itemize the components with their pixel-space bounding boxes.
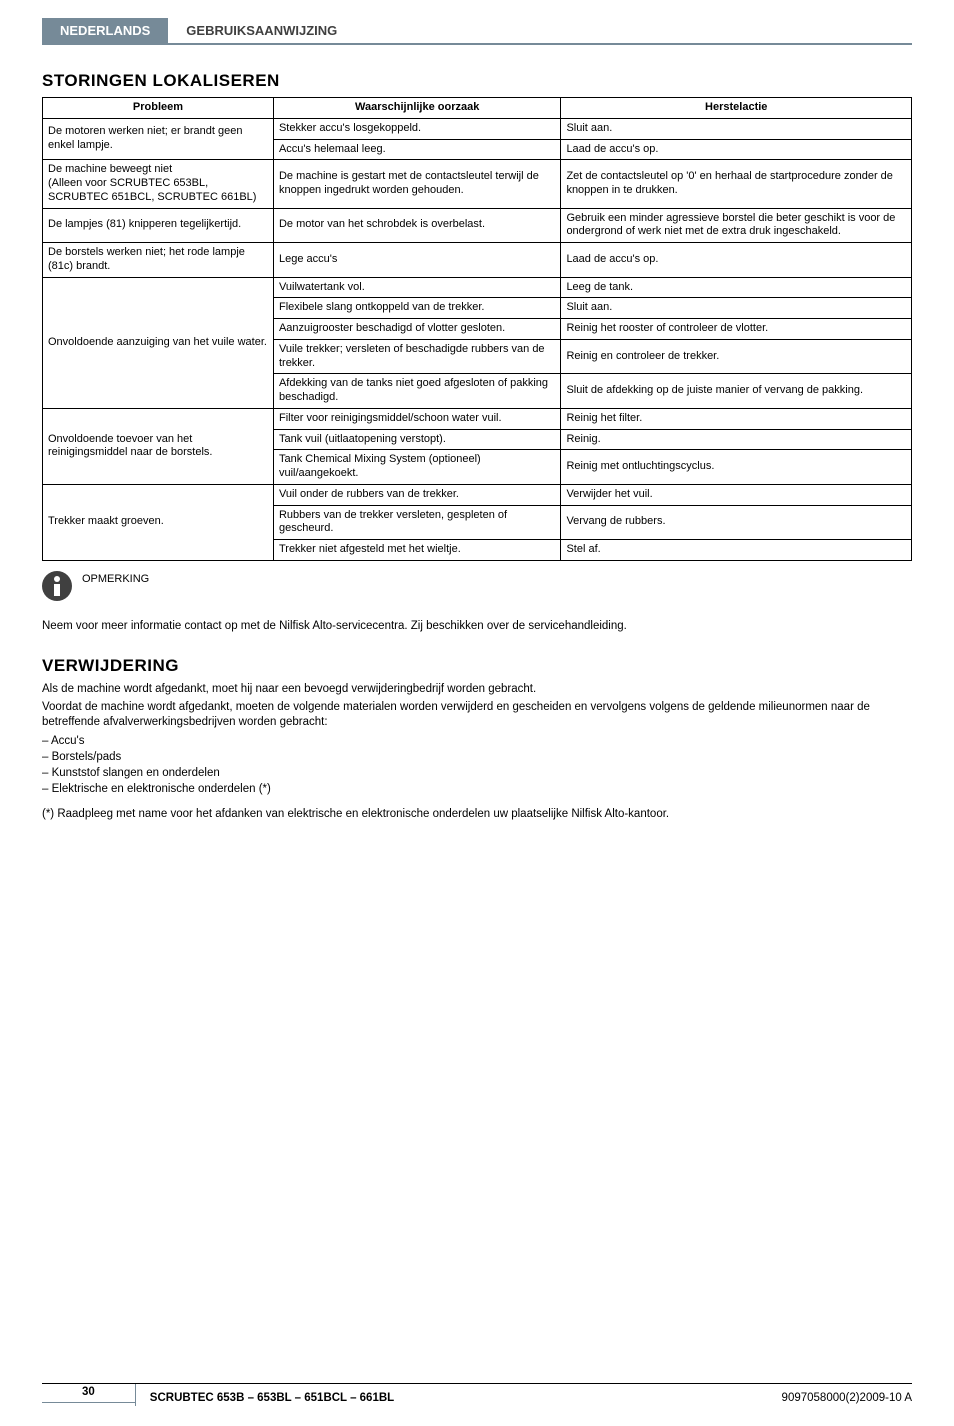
cell-action: Reinig met ontluchtingscyclus.	[561, 450, 912, 485]
cell-action: Verwijder het vuil.	[561, 484, 912, 505]
page-footer: 30 SCRUBTEC 653B – 653BL – 651BCL – 661B…	[42, 1383, 912, 1406]
table-col-action: Herstelactie	[561, 98, 912, 119]
table-row: De lampjes (81) knipperen tegelijkertijd…	[43, 208, 912, 243]
cell-cause: Accu's helemaal leeg.	[273, 139, 560, 160]
cell-cause: Flexibele slang ontkoppeld van de trekke…	[273, 298, 560, 319]
cell-action: Sluit aan.	[561, 298, 912, 319]
table-row: Onvoldoende aanzuiging van het vuile wat…	[43, 277, 912, 298]
cell-action: Leeg de tank.	[561, 277, 912, 298]
cell-cause: De machine is gestart met de contactsleu…	[273, 160, 560, 208]
cell-problem: Onvoldoende toevoer van het reinigingsmi…	[43, 408, 274, 484]
table-col-cause: Waarschijnlijke oorzaak	[273, 98, 560, 119]
cell-problem: De motoren werken niet; er brandt geen e…	[43, 118, 274, 160]
cell-problem: Onvoldoende aanzuiging van het vuile wat…	[43, 277, 274, 408]
cell-action: Sluit de afdekking op de juiste manier o…	[561, 374, 912, 409]
cell-problem: De borstels werken niet; het rode lampje…	[43, 243, 274, 278]
list-item: Kunststof slangen en onderdelen	[42, 765, 912, 781]
cell-cause: Vuilwatertank vol.	[273, 277, 560, 298]
disposal-footnote: (*) Raadpleeg met name voor het afdanken…	[42, 807, 912, 823]
section-disposal-heading: VERWIJDERING	[42, 656, 912, 676]
disposal-intro-1: Als de machine wordt afgedankt, moet hij…	[42, 682, 912, 698]
note-label: OPMERKING	[82, 571, 149, 585]
list-item: Borstels/pads	[42, 749, 912, 765]
table-row: Onvoldoende toevoer van het reinigingsmi…	[43, 408, 912, 429]
cell-problem: De lampjes (81) knipperen tegelijkertijd…	[43, 208, 274, 243]
cell-cause: Aanzuigrooster beschadigd of vlotter ges…	[273, 319, 560, 340]
cell-action: Zet de contactsleutel op '0' en herhaal …	[561, 160, 912, 208]
footer-model: SCRUBTEC 653B – 653BL – 651BCL – 661BL	[150, 1392, 782, 1404]
cell-cause: Afdekking van de tanks niet goed afgeslo…	[273, 374, 560, 409]
footer-doc-id: 9097058000(2)2009-10 A	[782, 1392, 912, 1404]
table-row: Trekker maakt groeven.Vuil onder de rubb…	[43, 484, 912, 505]
header-title: GEBRUIKSAANWIJZING	[168, 18, 355, 43]
table-row: De machine beweegt niet (Alleen voor SCR…	[43, 160, 912, 208]
cell-action: Reinig het filter.	[561, 408, 912, 429]
cell-problem: Trekker maakt groeven.	[43, 484, 274, 560]
info-icon	[42, 571, 72, 601]
cell-cause: De motor van het schrobdek is overbelast…	[273, 208, 560, 243]
cell-action: Laad de accu's op.	[561, 243, 912, 278]
cell-action: Vervang de rubbers.	[561, 505, 912, 540]
cell-cause: Lege accu's	[273, 243, 560, 278]
cell-cause: Vuile trekker; versleten of beschadigde …	[273, 339, 560, 374]
disposal-list: Accu'sBorstels/padsKunststof slangen en …	[42, 733, 912, 797]
cell-action: Laad de accu's op.	[561, 139, 912, 160]
cell-problem: De machine beweegt niet (Alleen voor SCR…	[43, 160, 274, 208]
cell-action: Reinig het rooster of controleer de vlot…	[561, 319, 912, 340]
cell-action: Reinig.	[561, 429, 912, 450]
note-text: Neem voor meer informatie contact op met…	[42, 619, 912, 635]
cell-cause: Tank vuil (uitlaatopening verstopt).	[273, 429, 560, 450]
page-content: STORINGEN LOKALISEREN Probleem Waarschij…	[0, 45, 954, 823]
cell-action: Stel af.	[561, 540, 912, 561]
cell-cause: Filter voor reinigingsmiddel/schoon wate…	[273, 408, 560, 429]
list-item: Accu's	[42, 733, 912, 749]
cell-cause: Tank Chemical Mixing System (optioneel) …	[273, 450, 560, 485]
table-col-problem: Probleem	[43, 98, 274, 119]
cell-action: Sluit aan.	[561, 118, 912, 139]
section-troubleshooting-heading: STORINGEN LOKALISEREN	[42, 71, 912, 91]
cell-cause: Trekker niet afgesteld met het wieltje.	[273, 540, 560, 561]
table-row: De borstels werken niet; het rode lampje…	[43, 243, 912, 278]
header-bar: NEDERLANDS GEBRUIKSAANWIJZING	[42, 18, 912, 45]
table-row: De motoren werken niet; er brandt geen e…	[43, 118, 912, 139]
troubleshooting-table: Probleem Waarschijnlijke oorzaak Herstel…	[42, 97, 912, 561]
cell-cause: Stekker accu's losgekoppeld.	[273, 118, 560, 139]
page-number: 30	[42, 1386, 135, 1403]
cell-action: Reinig en controleer de trekker.	[561, 339, 912, 374]
cell-action: Gebruik een minder agressieve borstel di…	[561, 208, 912, 243]
note-block: OPMERKING	[42, 571, 912, 601]
header-language: NEDERLANDS	[42, 18, 168, 43]
list-item: Elektrische en elektronische onderdelen …	[42, 781, 912, 797]
cell-cause: Rubbers van de trekker versleten, gesple…	[273, 505, 560, 540]
disposal-intro-2: Voordat de machine wordt afgedankt, moet…	[42, 700, 912, 731]
footer-divider	[135, 1384, 136, 1406]
cell-cause: Vuil onder de rubbers van de trekker.	[273, 484, 560, 505]
